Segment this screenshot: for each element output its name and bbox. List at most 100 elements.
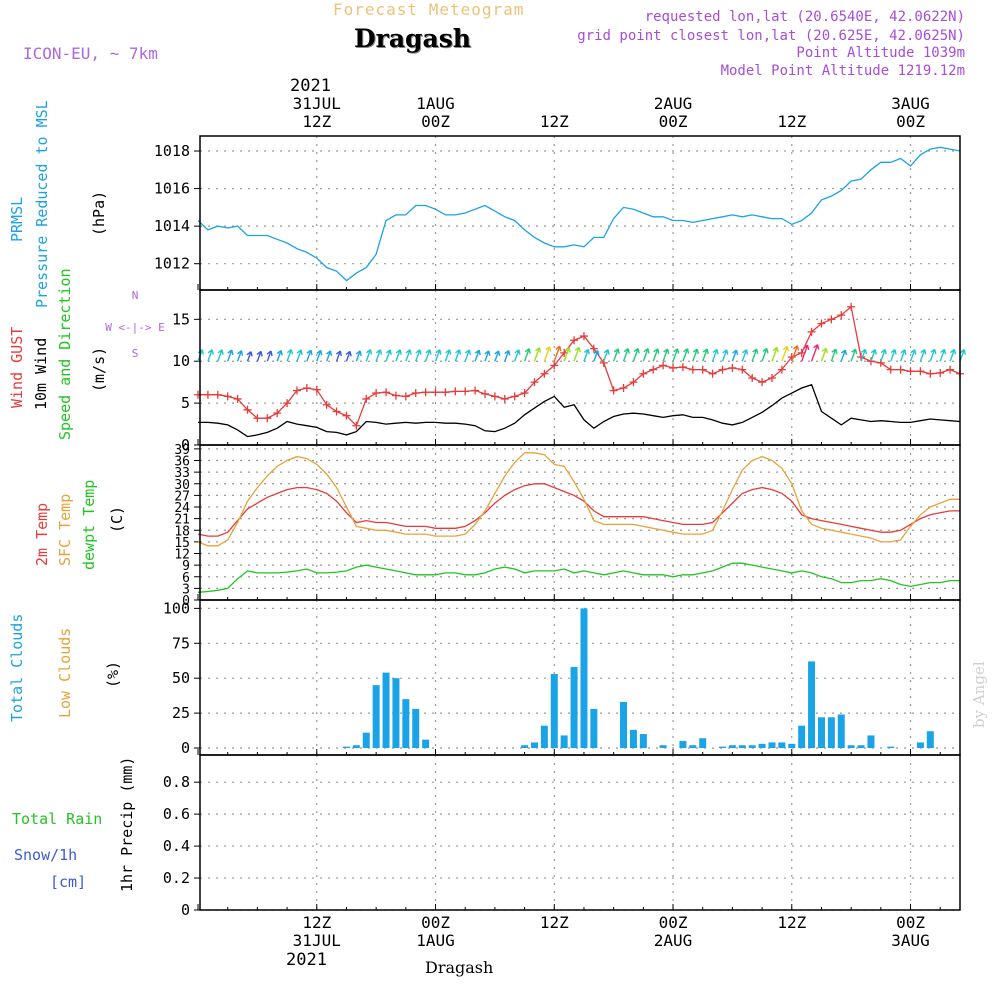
wind-arrow-head [623, 348, 630, 354]
wind-arrow-head [464, 349, 472, 355]
wind-arrow [771, 346, 779, 362]
wind-arrow [801, 344, 810, 362]
gust-marker [530, 378, 539, 387]
wind-arrow-shaft [593, 350, 599, 362]
wind-arrow-head [306, 349, 313, 356]
wind-arrow-shaft [345, 351, 351, 362]
wind-arrow-head [742, 349, 749, 355]
wind-arrow-head [326, 350, 333, 356]
wind-arrow-shaft [286, 349, 292, 362]
wind-arrow [434, 349, 442, 362]
y-tick-label: 33 [174, 466, 190, 481]
bottom-hour-label: 00Z [659, 913, 688, 932]
top-hour-label: 12Z [540, 112, 569, 131]
gust-marker [431, 388, 440, 397]
cloud-bar [758, 743, 766, 749]
wind-arrow [603, 349, 610, 362]
y-tick-label: 1018 [154, 142, 190, 160]
wind-arrow-head [514, 349, 521, 355]
wind-arrow-head [633, 347, 640, 354]
wind-arrow-shaft [810, 344, 819, 362]
wind-arrow [721, 349, 729, 362]
wind-arrow-head [880, 348, 887, 355]
gust-marker [471, 386, 480, 395]
wind-arrow-shaft [385, 349, 391, 362]
wind-arrow [791, 345, 800, 362]
wind-arrow [533, 347, 542, 362]
wind-arrow [415, 349, 422, 362]
panel-frame [199, 599, 961, 756]
wind-arrow-shaft [672, 348, 679, 362]
cloud-bar [530, 742, 538, 749]
y-tick-label: 5 [181, 394, 190, 412]
cloud-bar [778, 742, 786, 749]
gust-marker [678, 363, 687, 372]
wind-arrow-head [851, 348, 858, 355]
wind-arrow [553, 345, 562, 362]
cloud-bar [887, 746, 895, 749]
wind-arrow-shaft [276, 350, 282, 362]
y-tick-label: 1014 [154, 217, 190, 235]
gust-marker [946, 365, 955, 374]
wind-arrow-head [385, 349, 392, 355]
gust-marker [233, 394, 242, 403]
wind-arrow-shaft [622, 348, 629, 362]
cloud-bar [719, 746, 726, 749]
wind-arrow [860, 348, 868, 362]
wind-arrow-head [643, 348, 650, 354]
y-tick-label: 0 [181, 901, 190, 919]
wind-arrow [899, 349, 907, 362]
gust-marker [906, 367, 915, 376]
location-title: Dragash [354, 24, 471, 53]
top-hour-label: 12Z [302, 112, 331, 131]
top-date-label: 31JUL [293, 94, 341, 113]
bottom-hour-label: 12Z [302, 913, 331, 932]
wind-arrow [306, 349, 313, 362]
wind-arrow-head [583, 348, 591, 355]
cloud-bar [867, 735, 875, 749]
wind-arrow-shaft [771, 347, 778, 362]
wind-arrow-shaft [652, 348, 659, 362]
wind-arrow [246, 351, 253, 362]
wind-arrow-shaft [296, 349, 302, 362]
gust-marker [292, 386, 301, 395]
cloud-bar [402, 699, 410, 749]
wind-arrow [444, 349, 452, 362]
wind-arrow-head [663, 348, 670, 355]
wind-arrow [949, 348, 957, 362]
wind-arrow-shaft [514, 349, 520, 362]
gust-marker [758, 378, 767, 387]
gust-marker [322, 400, 331, 409]
y-tick-label: 36 [174, 455, 190, 470]
gust-marker [728, 363, 737, 372]
cloud-bar [798, 725, 806, 749]
series-line-dewpt-temp [197, 562, 960, 593]
y-tick-label: 39 [174, 443, 190, 458]
cloud-bar [560, 735, 568, 749]
wind-arrow-shaft [840, 349, 846, 362]
wind-arrow-shaft [326, 350, 332, 362]
wind-arrow-head [237, 350, 244, 356]
wind-arrow [820, 347, 828, 362]
cloud-bar [540, 725, 548, 749]
wind-arrow-head [395, 349, 402, 355]
wind-arrow-head [831, 348, 838, 355]
wind-arrow [741, 349, 749, 362]
wind-arrow [266, 350, 273, 362]
gust-marker [391, 391, 400, 400]
gust-marker [243, 405, 252, 414]
wind-arrow-head [345, 350, 352, 357]
y-tick-label: 0.2 [163, 869, 190, 887]
cloud-bar [392, 678, 400, 749]
y-tick-label: 24 [174, 501, 190, 516]
model-altitude: Model Point Altitude 1219.12m [720, 63, 965, 79]
snow-unit-label: [cm] [50, 873, 87, 891]
gust-marker [936, 368, 945, 377]
wind-arrow-head [722, 349, 729, 355]
wind-arrow-head [653, 348, 660, 354]
total-rain-label: Total Rain [12, 810, 103, 828]
cloud-bar [639, 734, 647, 749]
gust-marker [589, 344, 598, 353]
y-tick-label: 25 [172, 704, 190, 722]
wind-arrow-shaft [899, 349, 906, 362]
